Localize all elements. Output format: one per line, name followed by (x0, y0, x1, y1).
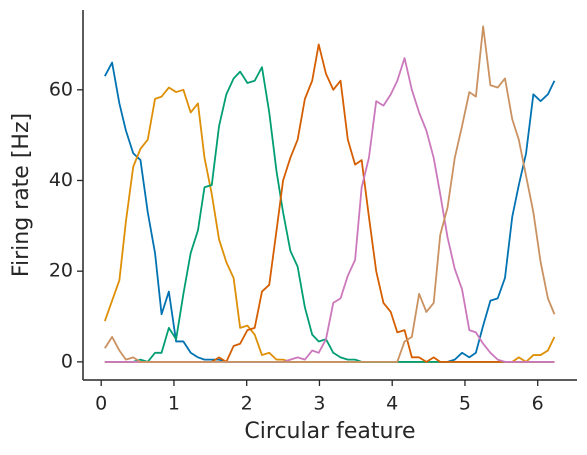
x-tick-label: 2 (241, 393, 253, 415)
x-tick-label: 5 (459, 393, 471, 415)
y-tick-label: 40 (49, 169, 73, 191)
x-tick-label: 0 (95, 393, 107, 415)
y-axis-label: Firing rate [Hz] (9, 113, 34, 277)
y-tick-label: 20 (49, 260, 73, 282)
x-tick-label: 4 (386, 393, 398, 415)
series-line (104, 25, 556, 363)
x-tick-label: 6 (532, 393, 544, 415)
x-tick-label: 3 (313, 393, 325, 415)
x-axis-label: Circular feature (244, 419, 415, 444)
x-tick-label: 1 (168, 393, 180, 415)
y-tick-label: 0 (61, 350, 73, 372)
y-tick-label: 60 (49, 78, 73, 100)
